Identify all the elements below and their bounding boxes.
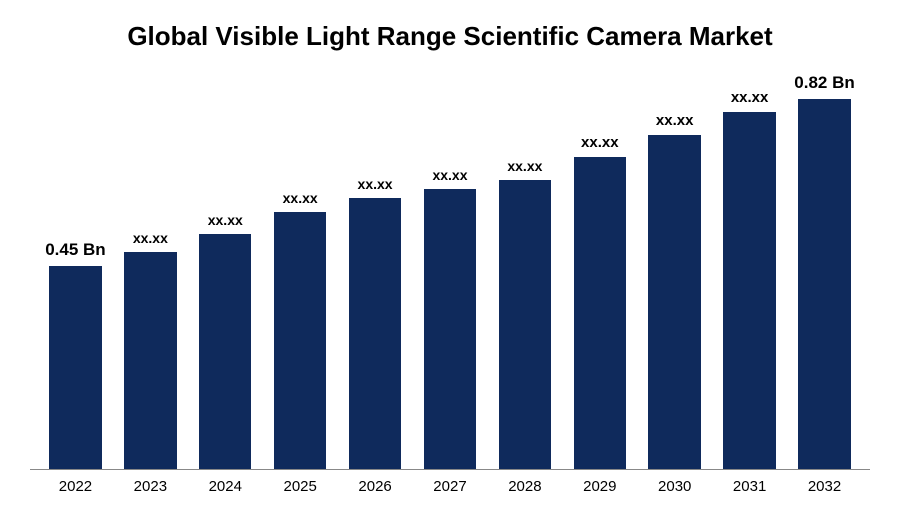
bar-value-label: 0.82 Bn <box>794 73 854 93</box>
bar <box>199 234 251 469</box>
bar-group: xx.xx <box>188 63 263 470</box>
bar-value-label: xx.xx <box>358 176 393 192</box>
bar <box>723 112 775 469</box>
bar <box>49 266 101 469</box>
x-axis-tick: 2029 <box>562 478 637 495</box>
x-axis: 2022202320242025202620272028202920302031… <box>30 470 870 495</box>
bar <box>648 135 700 469</box>
bar-group: xx.xx <box>263 63 338 470</box>
chart-container: Global Visible Light Range Scientific Ca… <box>0 0 900 525</box>
bar-value-label: xx.xx <box>133 230 168 246</box>
bar-group: xx.xx <box>413 63 488 470</box>
bar-value-label: xx.xx <box>208 212 243 228</box>
bar <box>274 212 326 469</box>
bar <box>798 99 850 469</box>
x-axis-tick: 2022 <box>38 478 113 495</box>
x-axis-tick: 2023 <box>113 478 188 495</box>
bar-value-label: xx.xx <box>283 190 318 206</box>
x-axis-tick: 2028 <box>487 478 562 495</box>
chart-title: Global Visible Light Range Scientific Ca… <box>30 20 870 53</box>
x-axis-tick: 2030 <box>637 478 712 495</box>
x-axis-tick: 2031 <box>712 478 787 495</box>
bar <box>574 157 626 469</box>
bar-group: xx.xx <box>113 63 188 470</box>
bar-group: xx.xx <box>562 63 637 470</box>
bar-value-label: xx.xx <box>581 134 619 151</box>
bar-value-label: xx.xx <box>656 112 694 129</box>
x-axis-tick: 2027 <box>413 478 488 495</box>
bar-value-label: xx.xx <box>731 89 769 106</box>
bar-value-label: xx.xx <box>507 158 542 174</box>
bar-group: xx.xx <box>487 63 562 470</box>
x-axis-tick: 2024 <box>188 478 263 495</box>
bar <box>424 189 476 469</box>
bar-group: xx.xx <box>637 63 712 470</box>
bar <box>349 198 401 469</box>
bar-group: 0.45 Bn <box>38 63 113 470</box>
bar-group: xx.xx <box>712 63 787 470</box>
bar <box>499 180 551 469</box>
x-axis-tick: 2032 <box>787 478 862 495</box>
bars-region: 0.45 Bn xx.xx xx.xx xx.xx xx.xx xx.xx xx.xx xx.… <box>30 63 870 471</box>
bar-group: xx.xx <box>338 63 413 470</box>
bar <box>124 252 176 469</box>
bar-group: 0.82 Bn <box>787 63 862 470</box>
bar-value-label: xx.xx <box>432 167 467 183</box>
x-axis-tick: 2026 <box>338 478 413 495</box>
plot-area: 0.45 Bn xx.xx xx.xx xx.xx xx.xx xx.xx xx.xx xx.… <box>30 63 870 496</box>
x-axis-tick: 2025 <box>263 478 338 495</box>
bar-value-label: 0.45 Bn <box>45 240 105 260</box>
